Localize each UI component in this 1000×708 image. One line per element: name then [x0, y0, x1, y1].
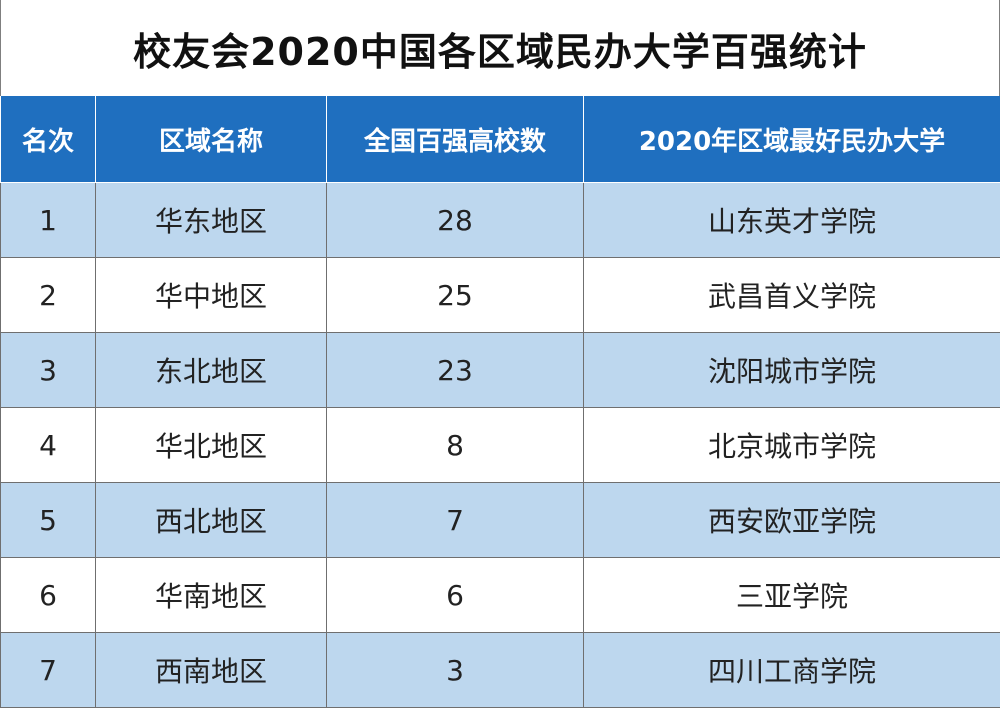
- header-best-university: 2020年区域最好民办大学: [584, 96, 1000, 183]
- cell-region: 华东地区: [96, 183, 327, 258]
- cell-best-university: 沈阳城市学院: [584, 333, 1000, 408]
- cell-rank: 5: [1, 483, 96, 558]
- cell-count: 7: [327, 483, 584, 558]
- cell-rank: 4: [1, 408, 96, 483]
- cell-rank: 3: [1, 333, 96, 408]
- table-title: 校友会2020中国各区域民办大学百强统计: [0, 0, 1000, 96]
- table-header-row: 名次 区域名称 全国百强高校数 2020年区域最好民办大学: [1, 96, 1000, 183]
- table-row: 5 西北地区 7 西安欧亚学院: [1, 483, 1000, 558]
- table-row: 4 华北地区 8 北京城市学院: [1, 408, 1000, 483]
- ranking-table: 名次 区域名称 全国百强高校数 2020年区域最好民办大学 1 华东地区 28 …: [0, 96, 1000, 708]
- cell-region: 华北地区: [96, 408, 327, 483]
- cell-region: 华中地区: [96, 258, 327, 333]
- cell-rank: 2: [1, 258, 96, 333]
- cell-best-university: 三亚学院: [584, 558, 1000, 633]
- cell-region: 西南地区: [96, 633, 327, 708]
- cell-count: 3: [327, 633, 584, 708]
- header-rank: 名次: [1, 96, 96, 183]
- cell-count: 8: [327, 408, 584, 483]
- header-region: 区域名称: [96, 96, 327, 183]
- cell-best-university: 四川工商学院: [584, 633, 1000, 708]
- cell-best-university: 西安欧亚学院: [584, 483, 1000, 558]
- cell-count: 23: [327, 333, 584, 408]
- cell-count: 28: [327, 183, 584, 258]
- cell-rank: 1: [1, 183, 96, 258]
- cell-count: 6: [327, 558, 584, 633]
- cell-region: 华南地区: [96, 558, 327, 633]
- cell-rank: 7: [1, 633, 96, 708]
- table-row: 1 华东地区 28 山东英才学院: [1, 183, 1000, 258]
- cell-count: 25: [327, 258, 584, 333]
- cell-rank: 6: [1, 558, 96, 633]
- cell-best-university: 北京城市学院: [584, 408, 1000, 483]
- header-count: 全国百强高校数: [327, 96, 584, 183]
- table-row: 3 东北地区 23 沈阳城市学院: [1, 333, 1000, 408]
- table-row: 2 华中地区 25 武昌首义学院: [1, 258, 1000, 333]
- cell-region: 西北地区: [96, 483, 327, 558]
- table-row: 7 西南地区 3 四川工商学院: [1, 633, 1000, 708]
- cell-region: 东北地区: [96, 333, 327, 408]
- cell-best-university: 山东英才学院: [584, 183, 1000, 258]
- cell-best-university: 武昌首义学院: [584, 258, 1000, 333]
- table-row: 6 华南地区 6 三亚学院: [1, 558, 1000, 633]
